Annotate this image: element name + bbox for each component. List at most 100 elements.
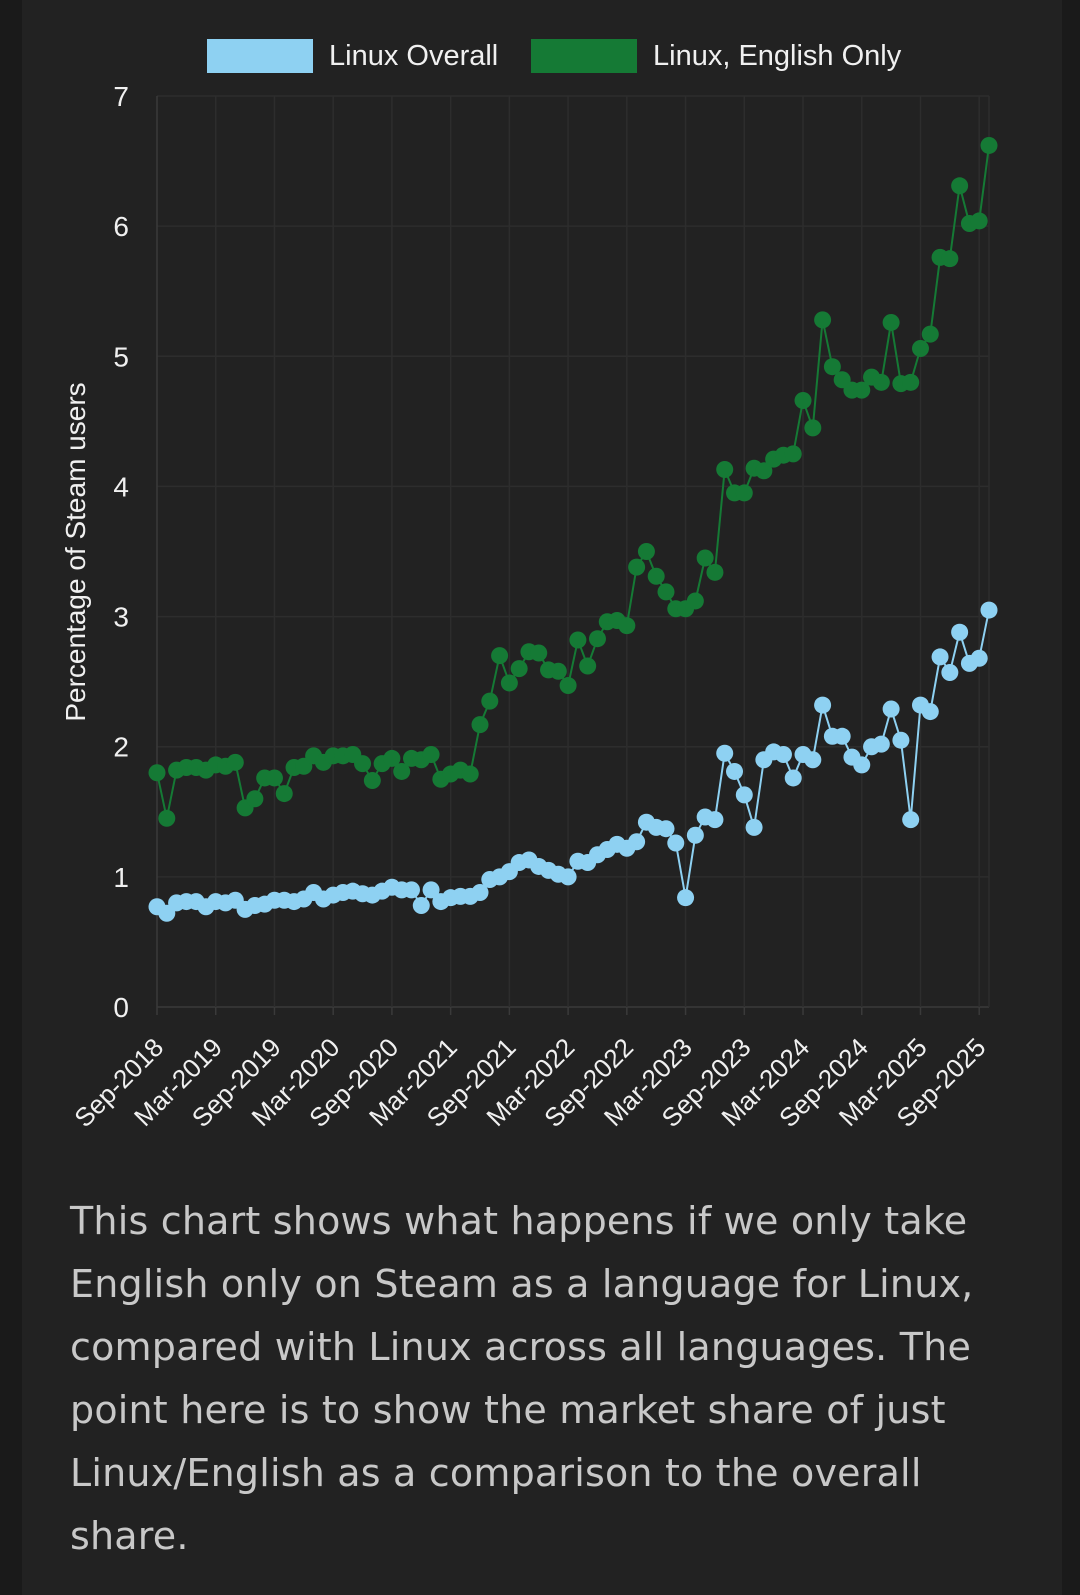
chart-legend[interactable]: Linux Overall Linux, English Only	[207, 39, 902, 73]
article-page: 0 1 2 3 4 5 6 7 Sep-2018 Mar-2019 Sep-2019 Mar-2020…	[22, 0, 1062, 1595]
data-point-linux-overall[interactable]	[735, 786, 753, 804]
y-axis-label: Percentage of Steam users	[60, 382, 91, 721]
data-point-linux-overall[interactable]	[745, 818, 763, 836]
y-tick-label: 3	[113, 602, 129, 633]
data-point-linux-english-only[interactable]	[569, 631, 587, 649]
data-point-linux-english-only[interactable]	[882, 313, 900, 331]
chart-grid	[156, 95, 990, 1015]
data-point-linux-english-only[interactable]	[853, 381, 871, 399]
data-point-linux-overall[interactable]	[882, 700, 900, 718]
data-point-linux-english-only[interactable]	[530, 644, 548, 662]
data-point-linux-english-only[interactable]	[706, 563, 724, 581]
data-point-linux-overall[interactable]	[970, 649, 988, 667]
data-point-linux-english-only[interactable]	[275, 785, 293, 803]
data-point-linux-english-only[interactable]	[618, 617, 636, 635]
data-point-linux-english-only[interactable]	[921, 325, 939, 343]
chart-caption: This chart shows what happens if we only…	[70, 1199, 974, 1558]
data-point-linux-english-only[interactable]	[559, 677, 577, 695]
line-chart: 01234567Sep-2018Mar-2019Sep-2019Mar-2020…	[60, 39, 998, 1133]
data-point-linux-english-only[interactable]	[471, 716, 489, 734]
data-point-linux-overall[interactable]	[931, 648, 949, 666]
data-point-linux-english-only[interactable]	[911, 339, 929, 357]
data-point-linux-overall[interactable]	[872, 735, 890, 753]
data-point-linux-overall[interactable]	[628, 833, 646, 851]
data-point-linux-english-only[interactable]	[422, 746, 440, 764]
data-point-linux-overall[interactable]	[686, 826, 704, 844]
data-point-linux-english-only[interactable]	[461, 765, 479, 783]
data-point-linux-english-only[interactable]	[696, 549, 714, 567]
data-point-linux-overall[interactable]	[706, 811, 724, 829]
data-point-linux-english-only[interactable]	[814, 311, 832, 329]
data-point-linux-overall[interactable]	[902, 811, 920, 829]
data-point-linux-overall[interactable]	[892, 731, 910, 749]
data-point-linux-english-only[interactable]	[246, 790, 264, 808]
data-point-linux-english-only[interactable]	[970, 212, 988, 230]
data-point-linux-english-only[interactable]	[549, 662, 567, 680]
data-point-linux-overall[interactable]	[921, 703, 939, 721]
data-point-linux-overall[interactable]	[677, 889, 695, 907]
data-point-linux-english-only[interactable]	[657, 583, 675, 601]
legend-label-linux-overall[interactable]: Linux Overall	[329, 40, 498, 72]
data-point-linux-english-only[interactable]	[158, 809, 176, 827]
data-point-linux-overall[interactable]	[716, 744, 734, 762]
data-point-linux-english-only[interactable]	[363, 772, 381, 790]
data-point-linux-overall[interactable]	[471, 883, 489, 901]
data-point-linux-english-only[interactable]	[647, 567, 665, 585]
data-point-linux-overall[interactable]	[980, 601, 998, 619]
legend-swatch-linux-overall[interactable]	[207, 39, 313, 73]
chart-axes: 01234567Sep-2018Mar-2019Sep-2019Mar-2020…	[68, 81, 991, 1133]
data-point-linux-english-only[interactable]	[784, 445, 802, 463]
data-point-linux-english-only[interactable]	[735, 484, 753, 502]
data-point-linux-english-only[interactable]	[265, 769, 283, 787]
data-point-linux-english-only[interactable]	[383, 749, 401, 767]
data-point-linux-overall[interactable]	[804, 751, 822, 769]
y-tick-label: 6	[113, 211, 129, 242]
data-point-linux-overall[interactable]	[833, 727, 851, 745]
y-tick-label: 4	[113, 471, 129, 502]
data-point-linux-overall[interactable]	[726, 762, 744, 780]
data-point-linux-english-only[interactable]	[755, 462, 773, 480]
data-point-linux-english-only[interactable]	[226, 753, 244, 771]
data-point-linux-overall[interactable]	[814, 696, 832, 714]
data-point-linux-overall[interactable]	[559, 868, 577, 886]
data-point-linux-overall[interactable]	[402, 881, 420, 899]
data-point-linux-english-only[interactable]	[393, 762, 411, 780]
y-tick-label: 0	[113, 992, 129, 1023]
data-point-linux-english-only[interactable]	[872, 373, 890, 391]
data-point-linux-english-only[interactable]	[491, 647, 509, 665]
data-point-linux-english-only[interactable]	[951, 177, 969, 195]
y-tick-label: 5	[113, 341, 129, 372]
y-tick-label: 2	[113, 732, 129, 763]
y-tick-label: 7	[113, 81, 129, 112]
data-point-linux-english-only[interactable]	[686, 592, 704, 610]
data-point-linux-english-only[interactable]	[902, 373, 920, 391]
series-line-linux-english-only	[156, 145, 990, 819]
data-point-linux-overall[interactable]	[941, 664, 959, 682]
data-point-linux-english-only[interactable]	[794, 392, 812, 410]
data-point-linux-overall[interactable]	[667, 834, 685, 852]
data-point-linux-overall[interactable]	[412, 896, 430, 914]
data-point-linux-english-only[interactable]	[823, 358, 841, 376]
y-tick-label: 1	[113, 862, 129, 893]
data-point-linux-english-only[interactable]	[588, 630, 606, 648]
data-point-linux-english-only[interactable]	[510, 660, 528, 678]
data-point-linux-overall[interactable]	[951, 623, 969, 641]
data-point-linux-english-only[interactable]	[628, 558, 646, 576]
legend-label-linux-english-only[interactable]: Linux, English Only	[653, 40, 902, 72]
data-point-linux-english-only[interactable]	[148, 764, 166, 782]
data-point-linux-english-only[interactable]	[481, 692, 499, 710]
data-point-linux-overall[interactable]	[657, 820, 675, 838]
data-point-linux-overall[interactable]	[784, 769, 802, 787]
data-point-linux-english-only[interactable]	[804, 419, 822, 437]
data-point-linux-english-only[interactable]	[579, 657, 597, 675]
data-point-linux-overall[interactable]	[774, 746, 792, 764]
data-point-linux-overall[interactable]	[422, 881, 440, 899]
data-point-linux-english-only[interactable]	[941, 250, 959, 268]
data-point-linux-english-only[interactable]	[354, 755, 372, 773]
data-point-linux-english-only[interactable]	[500, 674, 518, 692]
legend-swatch-linux-english-only[interactable]	[531, 39, 637, 73]
data-point-linux-english-only[interactable]	[980, 136, 998, 154]
data-point-linux-overall[interactable]	[853, 756, 871, 774]
data-point-linux-english-only[interactable]	[716, 461, 734, 479]
data-point-linux-english-only[interactable]	[637, 543, 655, 560]
